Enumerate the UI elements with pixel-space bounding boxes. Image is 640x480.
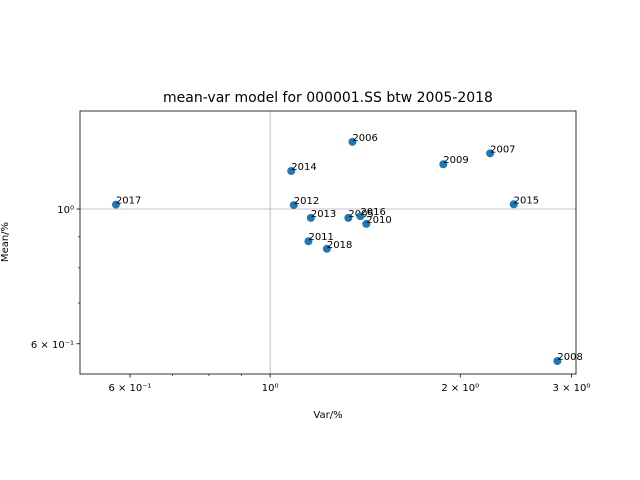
data-point <box>306 213 315 222</box>
data-point <box>322 244 331 253</box>
point-label: 2010 <box>366 215 391 226</box>
point-label: 2008 <box>557 352 582 363</box>
data-point <box>439 160 448 169</box>
data-point <box>287 166 296 175</box>
data-point <box>553 357 562 366</box>
x-tick-label: 10⁰ <box>262 383 279 394</box>
point-label: 2016 <box>360 207 385 218</box>
data-point <box>344 213 353 222</box>
data-point <box>304 237 313 246</box>
point-label: 2014 <box>291 162 316 173</box>
point-label: 2017 <box>116 196 141 207</box>
plot-frame <box>79 110 577 375</box>
ticks: 6 × 10⁻¹ 10⁰ 2 × 10⁰ 3 × 10⁰ 6 × 10⁻¹ 10⁰ <box>31 205 591 394</box>
x-tick-label: 6 × 10⁻¹ <box>108 383 151 394</box>
point-label: 2007 <box>490 144 515 155</box>
x-tick-label: 2 × 10⁰ <box>441 383 479 394</box>
data-point <box>356 212 365 221</box>
data-point <box>111 200 120 209</box>
point-label: 2011 <box>308 232 333 243</box>
grid <box>80 111 576 374</box>
x-axis-label: Var/% <box>313 410 342 421</box>
y-axis-label: Mean/% <box>0 222 11 262</box>
point-label: 2015 <box>514 195 539 206</box>
data-point <box>362 219 371 228</box>
point-label: 2013 <box>311 209 336 220</box>
data-point <box>509 200 518 209</box>
data-point <box>348 137 357 146</box>
point-label: 2006 <box>352 133 377 144</box>
y-tick-label: 6 × 10⁻¹ <box>31 340 74 351</box>
chart-title: mean-var model for 000001.SS btw 2005-20… <box>163 90 493 106</box>
data-points: 2005200620072008200920102011201220132014… <box>111 133 583 366</box>
point-label: 2009 <box>443 155 468 166</box>
y-tick-label: 10⁰ <box>57 205 74 216</box>
data-point <box>486 149 495 158</box>
point-label: 2012 <box>294 196 319 207</box>
point-label: 2018 <box>327 240 352 251</box>
data-point <box>289 201 298 210</box>
x-tick-label: 3 × 10⁰ <box>553 383 591 394</box>
